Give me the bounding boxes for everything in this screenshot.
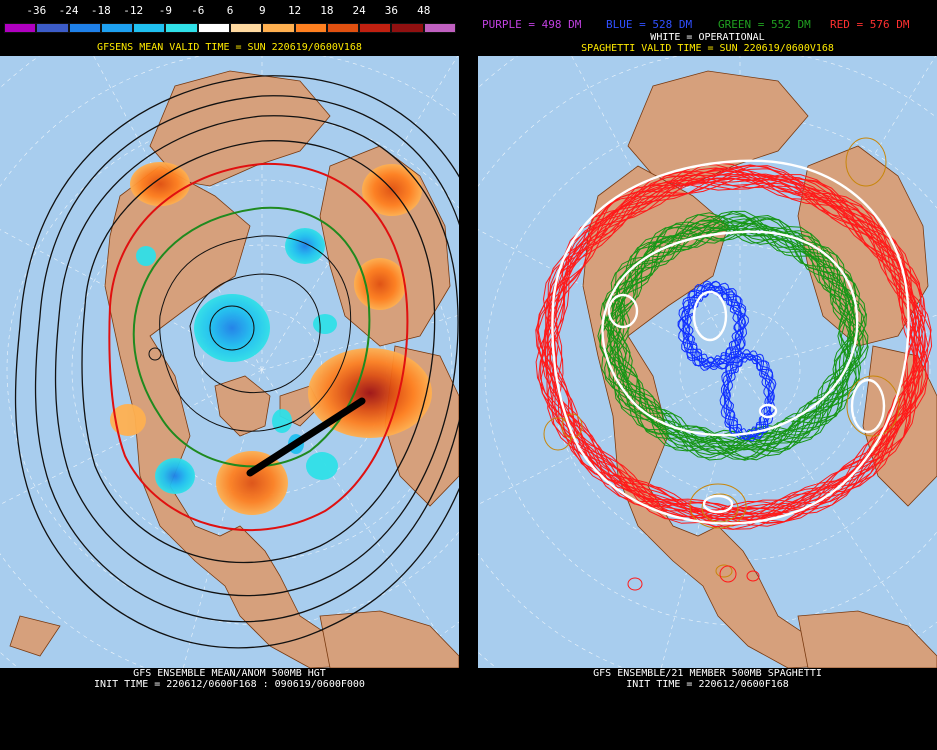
spaghetti-contour xyxy=(551,174,926,524)
spaghetti-contour xyxy=(721,350,775,438)
spaghetti-contour xyxy=(602,215,857,449)
legend-swatch xyxy=(230,23,263,33)
spaghetti-contour xyxy=(547,173,929,527)
spaghetti-footer-init-time: INIT TIME = 220612/0600F168 xyxy=(626,679,789,690)
legend-tick-label: 9 xyxy=(258,4,266,17)
legend-tick-label: -36 xyxy=(26,4,47,17)
legend-tick-label: -9 xyxy=(158,4,173,17)
red-576-label: RED = 576 DM xyxy=(830,18,910,31)
mean-valid-time-title: GFSENS MEAN VALID TIME = SUN 220619/0600… xyxy=(97,42,362,53)
spaghetti-contour xyxy=(600,221,858,459)
spaghetti-contour xyxy=(722,355,774,440)
white-operational-label: WHITE = OPERATIONAL xyxy=(650,32,765,43)
spaghetti-contour xyxy=(601,223,862,460)
green-552-label: GREEN = 552 DM xyxy=(718,18,811,31)
spaghetti-contour xyxy=(535,167,916,524)
legend-swatch xyxy=(4,23,37,33)
legend-tick-label: -24 xyxy=(58,4,79,17)
spaghetti-contour xyxy=(546,178,918,521)
legend-tick-label: 12 xyxy=(287,4,302,17)
legend-tick-label: 24 xyxy=(352,4,366,17)
legend-swatch xyxy=(359,23,392,33)
legend-tick-label: -18 xyxy=(90,4,111,17)
legend-swatch xyxy=(68,23,101,33)
spaghetti-contour xyxy=(605,221,851,450)
spaghetti-footer-title: GFS ENSEMBLE/21 MEMBER 500MB SPAGHETTI xyxy=(593,668,822,679)
spaghetti-valid-time-title: SPAGHETTI VALID TIME = SUN 220619/0600V1… xyxy=(581,43,834,54)
spaghetti-contour xyxy=(599,213,859,452)
legend-swatch xyxy=(36,23,69,33)
spaghetti-contour xyxy=(545,167,927,515)
legend-tick-label: 48 xyxy=(417,4,431,17)
legend-tick-label: -12 xyxy=(123,4,144,17)
legend-tick-label: -6 xyxy=(191,4,205,17)
legend-swatch xyxy=(262,23,295,33)
legend-swatch xyxy=(391,23,424,33)
spaghetti-contour xyxy=(604,210,867,452)
spaghetti-contour xyxy=(682,288,746,369)
legend-swatch xyxy=(197,23,230,33)
legend-swatch xyxy=(326,23,360,33)
mean-footer-title: GFS ENSEMBLE MEAN/ANOM 500MB HGT xyxy=(133,668,326,679)
legend-swatch xyxy=(133,23,166,33)
ensemble-mean-panel: -36 -24 -18 -12 -9 -6 6 9 12 18 24 36 48 GFSENS MEAN… xyxy=(0,0,459,750)
blue-528-label: BLUE = 528 DM xyxy=(606,18,693,31)
ensemble-mean-map xyxy=(0,56,459,668)
legend-swatch xyxy=(294,23,327,33)
legend-tick-label: 36 xyxy=(384,4,399,17)
legend-swatch xyxy=(165,23,198,33)
purple-498-label: PURPLE = 498 DM xyxy=(482,18,582,31)
mean-footer-init-time: INIT TIME = 220612/0600F168 : 090619/060… xyxy=(94,679,365,690)
spaghetti-contour xyxy=(724,353,775,439)
spaghetti-contour xyxy=(549,165,933,524)
legend-swatch xyxy=(423,23,456,33)
panel-divider xyxy=(459,0,478,750)
spaghetti-contour xyxy=(599,220,860,461)
spaghetti-panel: PURPLE = 498 DM BLUE = 528 DM GREEN = 55… xyxy=(478,0,937,750)
spaghetti-contour xyxy=(607,215,860,444)
legend-tick-label: 18 xyxy=(320,4,334,17)
legend-swatch xyxy=(100,23,134,33)
spaghetti-map xyxy=(478,56,937,668)
spaghetti-contour xyxy=(677,282,746,371)
spaghetti-contour xyxy=(549,178,923,520)
anomaly-color-legend: -36 -24 -18 -12 -9 -6 6 9 12 18 24 36 48 xyxy=(4,4,456,33)
spaghetti-contour xyxy=(537,169,917,521)
spaghetti-contour xyxy=(678,280,746,367)
legend-tick-label: 6 xyxy=(226,4,234,17)
spaghetti-contour xyxy=(681,285,743,367)
